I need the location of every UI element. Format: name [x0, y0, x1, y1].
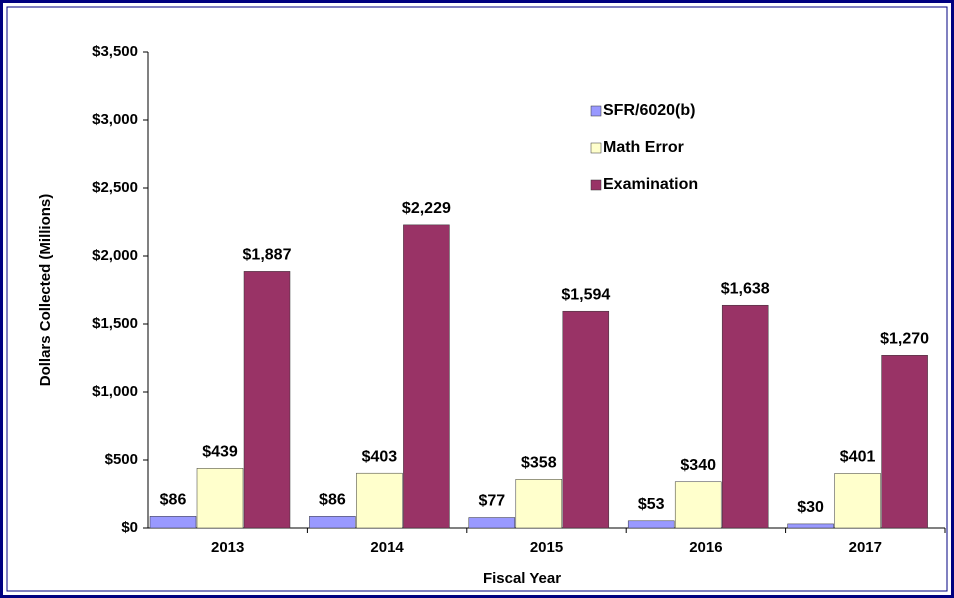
value-label: $1,887	[243, 247, 292, 264]
bar	[674, 481, 722, 529]
value-label: $86	[319, 492, 346, 509]
y-tick-label: $1,500	[92, 315, 138, 332]
bar	[356, 472, 403, 529]
y-tick-label: $1,000	[92, 383, 138, 400]
y-axis-label: Dollars Collected (Millions)	[37, 194, 54, 387]
bar	[787, 523, 834, 529]
bar	[834, 473, 881, 529]
inner-frame	[6, 6, 948, 592]
legend-label: SFR/6020(b)	[603, 102, 695, 119]
y-tick-label: $2,000	[92, 247, 138, 264]
value-label: $358	[521, 455, 557, 472]
legend-label: Math Error	[603, 139, 684, 156]
bar	[627, 520, 675, 529]
legend-swatch	[590, 105, 602, 117]
value-label: $53	[638, 496, 665, 513]
x-tick-label: 2016	[689, 539, 722, 556]
bar	[149, 516, 197, 529]
value-label: $1,638	[721, 280, 770, 297]
value-label: $2,229	[402, 200, 451, 217]
bar	[309, 516, 356, 529]
legend-swatch	[590, 142, 602, 154]
legend-swatch	[590, 179, 602, 191]
value-label: $77	[478, 493, 505, 510]
bar	[881, 355, 928, 529]
value-label: $1,270	[880, 330, 929, 347]
bar	[403, 224, 450, 529]
y-tick-label: $500	[105, 451, 138, 468]
bar	[196, 468, 244, 529]
value-label: $340	[680, 457, 716, 474]
bar	[515, 479, 563, 529]
x-tick-label: 2017	[849, 539, 882, 556]
y-tick-label: $3,500	[92, 43, 138, 60]
y-tick-label: $0	[121, 519, 138, 536]
value-label: $401	[840, 449, 876, 466]
bar	[721, 304, 769, 529]
bar	[468, 517, 516, 529]
y-tick-label: $2,500	[92, 179, 138, 196]
bar	[243, 271, 291, 529]
x-tick-label: 2015	[530, 539, 563, 556]
bar	[562, 310, 610, 529]
value-label: $439	[202, 444, 238, 461]
legend-label: Examination	[603, 176, 698, 193]
y-tick-label: $3,000	[92, 111, 138, 128]
value-label: $30	[797, 499, 824, 516]
value-label: $86	[160, 492, 187, 509]
value-label: $1,594	[561, 286, 610, 303]
x-tick-label: 2013	[211, 539, 244, 556]
x-axis-label: Fiscal Year	[483, 570, 561, 587]
value-label: $403	[362, 448, 398, 465]
x-tick-label: 2014	[370, 539, 404, 556]
